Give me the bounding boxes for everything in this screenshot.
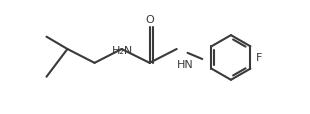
Text: F: F xyxy=(256,53,262,63)
Text: O: O xyxy=(145,15,154,25)
Text: H₂N: H₂N xyxy=(112,46,133,56)
Text: HN: HN xyxy=(177,60,193,69)
